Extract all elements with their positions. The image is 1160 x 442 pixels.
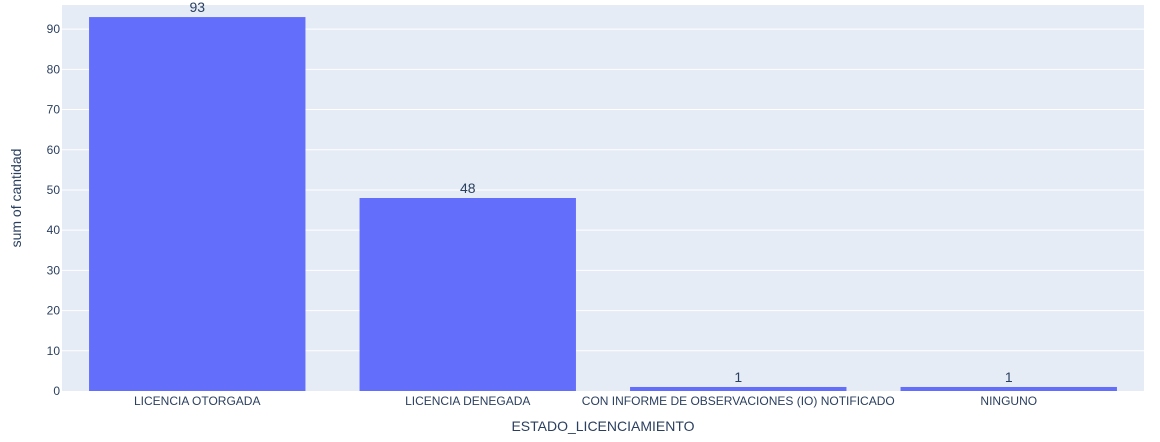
bar-data-label: 93 [189, 0, 205, 15]
x-tick-label: NINGUNO [980, 394, 1037, 408]
y-axis-title: sum of cantidad [8, 149, 24, 248]
y-tick-label: 70 [47, 103, 61, 117]
y-tick-label: 90 [47, 22, 61, 36]
x-axis-title: ESTADO_LICENCIAMIENTO [511, 418, 694, 434]
bar-data-label: 1 [734, 369, 742, 385]
y-tick-label: 40 [47, 223, 61, 237]
x-tick-label: LICENCIA OTORGADA [134, 394, 260, 408]
y-tick-label: 80 [47, 62, 61, 76]
y-tick-label: 20 [47, 304, 61, 318]
y-tick-label: 10 [47, 344, 61, 358]
bar-data-label: 48 [460, 180, 476, 196]
bar [359, 198, 576, 391]
data-labels: 93 48 1 1 [189, 0, 1012, 385]
y-tick-label: 50 [47, 183, 61, 197]
y-tick-label: 0 [53, 384, 60, 398]
y-tick-label: 60 [47, 143, 61, 157]
x-tick-label: LICENCIA DENEGADA [405, 394, 530, 408]
y-axis-ticks: 0 10 20 30 40 50 60 70 80 90 [47, 22, 61, 398]
bar [89, 17, 306, 391]
x-tick-label: CON INFORME DE OBSERVACIONES (IO) NOTIFI… [582, 394, 895, 408]
bar-data-label: 1 [1005, 369, 1013, 385]
x-axis-ticks: LICENCIA OTORGADA LICENCIA DENEGADA CON IN… [134, 394, 1037, 408]
bars [89, 17, 1117, 391]
y-tick-label: 30 [47, 263, 61, 277]
bar [630, 386, 847, 391]
bar [900, 386, 1117, 391]
